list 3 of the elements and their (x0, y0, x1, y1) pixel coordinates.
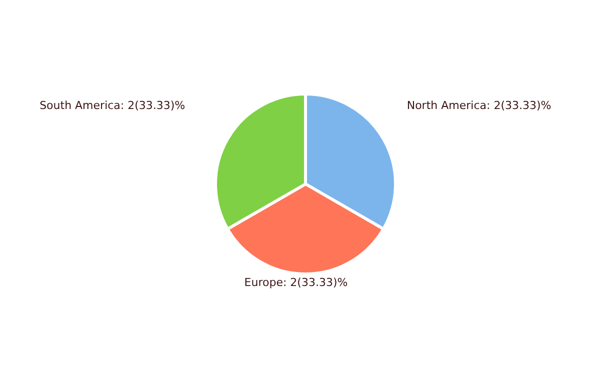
slice-label: Europe: 2(33.33)% (244, 276, 348, 289)
slice-label: North America: 2(33.33)% (406, 99, 552, 112)
slice-label: South America: 2(33.33)% (40, 99, 186, 112)
